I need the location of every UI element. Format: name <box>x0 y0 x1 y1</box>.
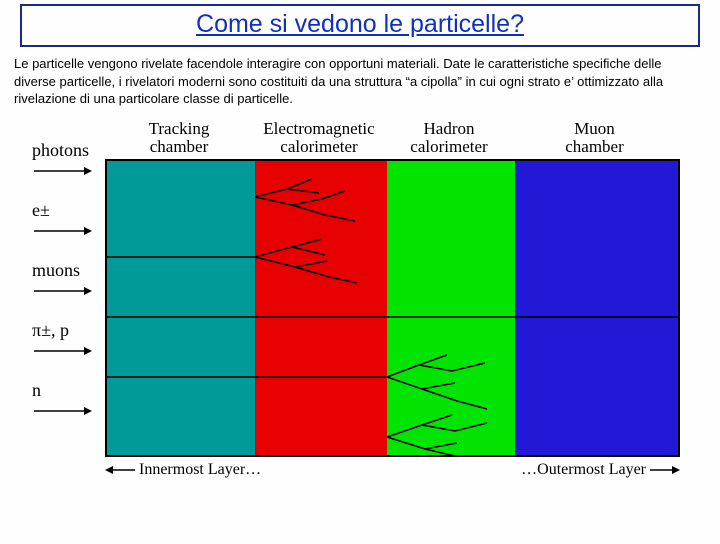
particle-row-labels: photons e± muons π±, p n <box>30 118 105 416</box>
arrow-left-icon <box>105 464 135 476</box>
innermost-label: Innermost Layer… <box>105 461 261 479</box>
layer-muon <box>515 161 678 455</box>
layer-header-muon-l1: Muon <box>517 120 672 139</box>
row-label-photons-text: photons <box>32 140 89 160</box>
arrow-icon <box>32 405 92 417</box>
row-label-epm: e± <box>32 200 92 242</box>
layer-header-muon: Muon chamber <box>513 118 676 159</box>
layer-header-muon-l2: chamber <box>517 138 672 157</box>
layer-header-tracking-l1: Tracking <box>109 120 249 139</box>
detector-frame <box>105 159 680 457</box>
row-label-photons: photons <box>32 140 92 182</box>
arrow-icon <box>32 225 92 237</box>
layer-header-ecal-l1: Electromagnetic <box>257 120 381 139</box>
row-label-pions-text: π±, p <box>32 320 69 340</box>
layer-header-hcal-l1: Hadron <box>389 120 509 139</box>
row-label-pions: π±, p <box>32 320 92 362</box>
layer-tracking <box>107 161 255 455</box>
innermost-text: Innermost Layer… <box>139 461 261 479</box>
row-label-epm-text: e± <box>32 200 50 220</box>
layer-ecal <box>255 161 387 455</box>
layer-header-tracking-l2: chamber <box>109 138 249 157</box>
detector-diagram: Tracking chamber Electromagnetic calorim… <box>30 118 690 479</box>
arrow-icon <box>32 165 92 177</box>
row-label-neutrons-text: n <box>32 380 41 400</box>
arrow-icon <box>32 285 92 297</box>
page-title: Come si vedono le particelle? <box>22 10 698 39</box>
outermost-text: …Outermost Layer <box>521 461 646 479</box>
title-box: Come si vedono le particelle? <box>20 4 700 47</box>
layer-hcal <box>387 161 515 455</box>
row-label-neutrons: n <box>32 380 92 422</box>
layer-header-row: Tracking chamber Electromagnetic calorim… <box>105 118 690 159</box>
layer-header-ecal: Electromagnetic calorimeter <box>253 118 385 159</box>
intro-paragraph: Le particelle vengono rivelate facendole… <box>14 55 706 108</box>
layer-extent-row: Innermost Layer… …Outermost Layer <box>105 461 680 479</box>
layer-header-ecal-l2: calorimeter <box>257 138 381 157</box>
outermost-label: …Outermost Layer <box>521 461 680 479</box>
arrow-icon <box>32 345 92 357</box>
arrow-right-icon <box>650 464 680 476</box>
layer-header-hcal: Hadron calorimeter <box>385 118 513 159</box>
row-label-muons-text: muons <box>32 260 80 280</box>
layer-header-hcal-l2: calorimeter <box>389 138 509 157</box>
layer-header-tracking: Tracking chamber <box>105 118 253 159</box>
row-label-muons: muons <box>32 260 92 302</box>
